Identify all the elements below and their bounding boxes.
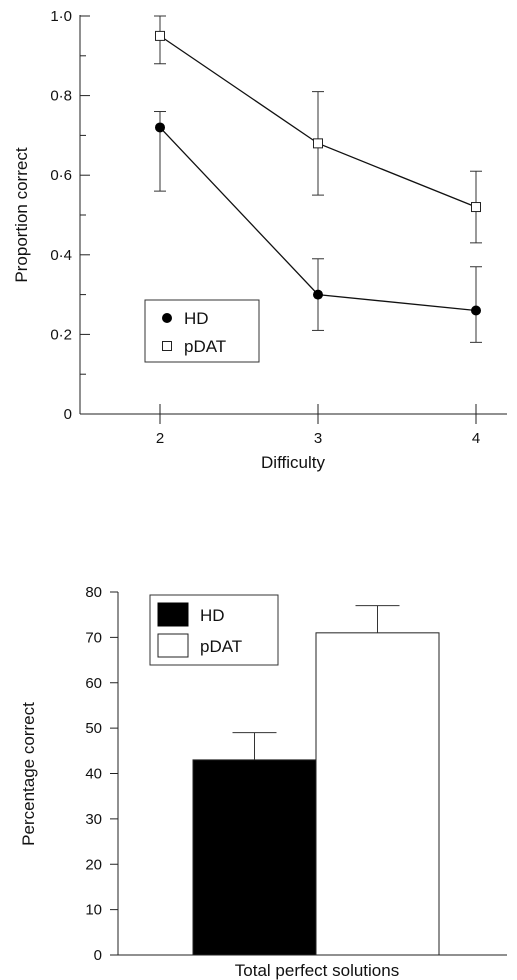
y-tick-label: 50: [85, 720, 102, 737]
line-chart-legend: HD pDAT: [144, 299, 260, 363]
bar-chart-y-ticks: 0 10 20 30 40 50 60 70 80: [85, 584, 118, 964]
legend-label-hd-bar: HD: [200, 606, 225, 625]
y-tick-label: 1·0: [50, 8, 72, 25]
line-chart-panel: 0 0·2 0·4 0·6 0·8 1·0 2 3 4 Difficulty Proporti…: [12, 8, 507, 472]
line-chart-x-axis-title: Difficulty: [261, 453, 325, 472]
data-point-hd: [471, 305, 481, 316]
bar-chart-panel: 0 10 20 30 40 50 60 70 80 Total perfect solution…: [19, 584, 507, 980]
line-chart-legend-box: [144, 299, 260, 363]
y-tick-label: 60: [85, 675, 102, 692]
bar-hd: [192, 759, 317, 956]
data-point-hd: [155, 122, 165, 133]
line-chart-points: [155, 30, 481, 316]
bar-chart-error-bars: [232, 605, 400, 760]
y-tick-label: 80: [85, 584, 102, 601]
y-tick-label: 0: [64, 406, 72, 423]
y-tick-label: 0·4: [50, 247, 72, 264]
data-point-pdat: [155, 30, 165, 41]
bar-chart-y-axis-title: Percentage correct: [19, 702, 38, 846]
legend-marker-hd: [162, 313, 172, 323]
legend-marker-pdat: [162, 341, 172, 351]
x-tick-label: 4: [472, 430, 480, 447]
y-tick-label: 0: [94, 947, 102, 964]
y-tick-label: 20: [85, 856, 102, 873]
bar-chart-category-label: Total perfect solutions: [235, 961, 399, 980]
y-tick-label: 70: [85, 629, 102, 646]
y-tick-label: 0·8: [50, 88, 72, 105]
legend-swatch-hd: [157, 602, 189, 627]
legend-label-pdat-bar: pDAT: [200, 637, 242, 656]
bar-chart-legend: HD pDAT: [149, 594, 279, 666]
y-tick-label: 10: [85, 902, 102, 919]
line-chart-y-axis-title: Proportion correct: [12, 147, 31, 282]
bar-pdat: [315, 632, 440, 956]
data-point-pdat: [313, 138, 323, 149]
bar-chart-legend-box: [149, 594, 279, 666]
bar-chart-bars: [192, 632, 440, 956]
y-tick-label: 40: [85, 766, 102, 783]
x-tick-label: 2: [156, 430, 164, 447]
y-tick-label: 0·6: [50, 167, 72, 184]
legend-label-hd: HD: [184, 309, 209, 328]
data-point-hd: [313, 289, 323, 300]
line-chart-y-ticks: 0 0·2 0·4 0·6 0·8 1·0: [50, 8, 90, 423]
x-tick-label: 3: [314, 430, 322, 447]
line-chart-x-ticks: 2 3 4: [156, 404, 480, 447]
y-tick-label: 0·2: [50, 326, 72, 343]
legend-swatch-pdat: [157, 633, 189, 658]
data-point-pdat: [471, 202, 481, 213]
y-tick-label: 30: [85, 811, 102, 828]
legend-label-pdat: pDAT: [184, 337, 226, 356]
